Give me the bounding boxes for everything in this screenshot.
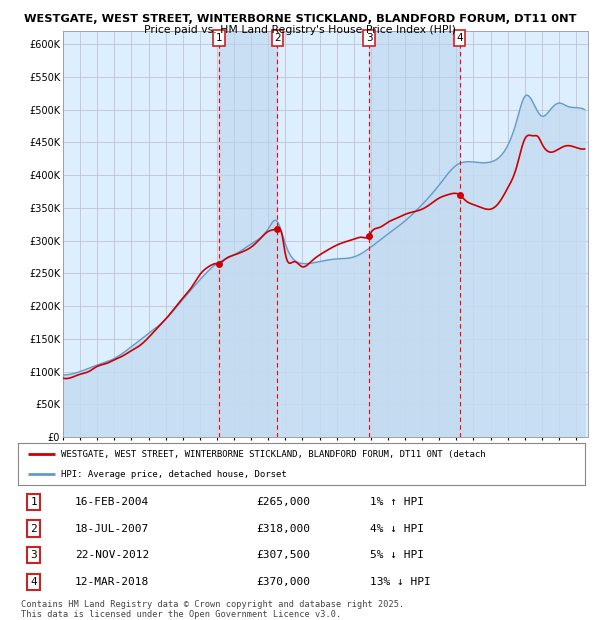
Text: Contains HM Land Registry data © Crown copyright and database right 2025.
This d: Contains HM Land Registry data © Crown c…: [21, 600, 404, 619]
Text: 3: 3: [31, 550, 37, 560]
Text: 2: 2: [31, 523, 37, 534]
Text: 5% ↓ HPI: 5% ↓ HPI: [370, 550, 424, 560]
Text: £307,500: £307,500: [256, 550, 310, 560]
Text: WESTGATE, WEST STREET, WINTERBORNE STICKLAND, BLANDFORD FORUM, DT11 0NT (detach: WESTGATE, WEST STREET, WINTERBORNE STICK…: [61, 450, 485, 459]
Text: 18-JUL-2007: 18-JUL-2007: [75, 523, 149, 534]
Text: 16-FEB-2004: 16-FEB-2004: [75, 497, 149, 507]
Text: WESTGATE, WEST STREET, WINTERBORNE STICKLAND, BLANDFORD FORUM, DT11 0NT: WESTGATE, WEST STREET, WINTERBORNE STICK…: [24, 14, 576, 24]
Text: £318,000: £318,000: [256, 523, 310, 534]
Text: 4% ↓ HPI: 4% ↓ HPI: [370, 523, 424, 534]
Text: 3: 3: [366, 33, 373, 43]
Text: 1: 1: [215, 33, 222, 43]
Bar: [369, 31, 460, 437]
Text: 12-MAR-2018: 12-MAR-2018: [75, 577, 149, 587]
Text: £265,000: £265,000: [256, 497, 310, 507]
Text: 4: 4: [456, 33, 463, 43]
Text: Price paid vs. HM Land Registry's House Price Index (HPI): Price paid vs. HM Land Registry's House …: [144, 25, 456, 35]
Text: £370,000: £370,000: [256, 577, 310, 587]
Text: 4: 4: [31, 577, 37, 587]
Text: 22-NOV-2012: 22-NOV-2012: [75, 550, 149, 560]
Text: 1: 1: [31, 497, 37, 507]
Text: HPI: Average price, detached house, Dorset: HPI: Average price, detached house, Dors…: [61, 470, 286, 479]
Text: 2: 2: [274, 33, 281, 43]
Text: 1% ↑ HPI: 1% ↑ HPI: [370, 497, 424, 507]
Text: 13% ↓ HPI: 13% ↓ HPI: [370, 577, 430, 587]
Bar: [219, 31, 277, 437]
